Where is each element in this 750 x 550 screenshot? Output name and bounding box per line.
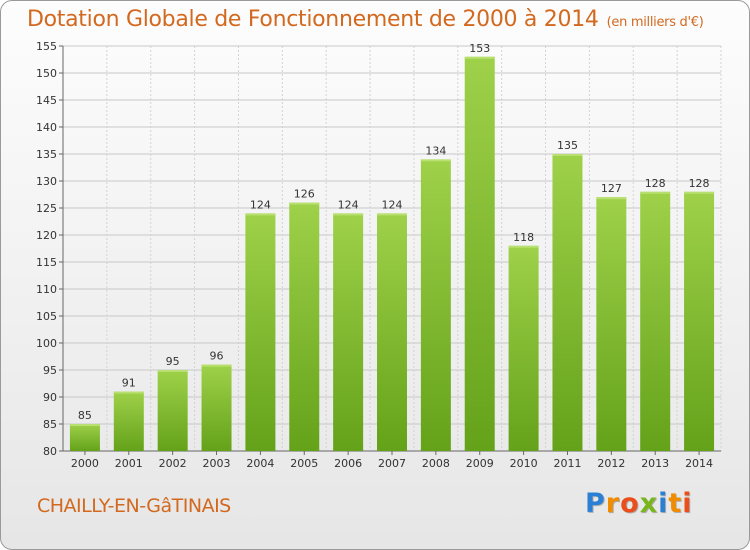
bar-top-highlight <box>69 424 100 426</box>
x-tick-label: 2007 <box>378 457 406 470</box>
x-tick-label: 2003 <box>203 457 231 470</box>
bar <box>684 191 715 452</box>
data-label: 153 <box>469 42 490 55</box>
logo-letter: i <box>682 488 693 519</box>
y-tick-label: 125 <box>36 202 57 215</box>
data-label: 85 <box>78 409 92 422</box>
bar <box>113 391 144 451</box>
bar-top-highlight <box>157 370 188 372</box>
y-tick-label: 95 <box>43 364 57 377</box>
logo-letter: o <box>620 488 640 519</box>
bar <box>245 213 276 451</box>
y-tick-label: 80 <box>43 445 57 458</box>
y-tick-label: 135 <box>36 148 57 161</box>
x-tick-label: 2009 <box>466 457 494 470</box>
x-tick-label: 2010 <box>510 457 538 470</box>
y-tick-label: 100 <box>36 337 57 350</box>
bar-top-highlight <box>508 245 539 248</box>
x-tick-label: 2001 <box>115 457 143 470</box>
logo-letter: t <box>668 488 683 519</box>
data-label: 126 <box>294 188 315 201</box>
data-label: 118 <box>513 231 534 244</box>
bar-top-highlight <box>289 202 320 205</box>
bar <box>596 197 627 451</box>
bar-top-highlight <box>333 213 364 216</box>
bar <box>552 154 583 451</box>
x-tick-label: 2006 <box>334 457 362 470</box>
x-tick-label: 2004 <box>246 457 274 470</box>
data-label: 95 <box>166 355 180 368</box>
logo-letter: r <box>605 488 621 519</box>
logo-letter: x <box>639 488 659 519</box>
x-tick-label: 2011 <box>553 457 581 470</box>
y-tick-label: 140 <box>36 121 57 134</box>
bar <box>69 424 100 451</box>
bar <box>464 56 495 452</box>
bar-top-highlight <box>377 213 407 216</box>
data-label: 128 <box>689 177 710 190</box>
bar <box>508 245 539 451</box>
bar-top-highlight <box>552 154 583 156</box>
x-tick-label: 2014 <box>685 457 713 470</box>
data-label: 124 <box>382 198 403 211</box>
bar-top-highlight <box>596 197 627 200</box>
chart-title: Dotation Globale de Fonctionnement de 20… <box>27 7 704 32</box>
town-name: CHAILLY-EN-GâTINAIS <box>37 495 231 517</box>
bar <box>201 364 232 451</box>
bar <box>333 213 364 451</box>
x-tick-label: 2005 <box>290 457 318 470</box>
y-tick-label: 105 <box>36 310 57 323</box>
data-label: 134 <box>425 144 446 157</box>
bar-top-highlight <box>113 391 144 394</box>
logo-letter: P <box>585 488 606 519</box>
y-tick-label: 120 <box>36 229 57 242</box>
bar-top-highlight <box>420 159 451 162</box>
x-tick-label: 2000 <box>71 457 99 470</box>
y-tick-label: 130 <box>36 175 57 188</box>
logo-letter: i <box>658 488 669 519</box>
data-label: 135 <box>557 139 578 152</box>
y-tick-label: 150 <box>36 67 57 80</box>
y-tick-label: 155 <box>36 40 57 53</box>
x-tick-label: 2013 <box>641 457 669 470</box>
data-label: 91 <box>122 377 136 390</box>
bar-top-highlight <box>464 56 495 59</box>
data-label: 127 <box>601 182 622 195</box>
bar-top-highlight <box>684 191 715 194</box>
data-label: 96 <box>210 350 224 363</box>
x-tick-label: 2002 <box>159 457 187 470</box>
bar <box>420 159 451 451</box>
bar <box>377 213 407 451</box>
chart-subtitle: (en milliers d'€) <box>606 15 704 30</box>
data-labels: 85 91 95 96 124 126 124 124 134 153 118 135 127 128 12… <box>78 42 710 422</box>
data-label: 128 <box>645 177 666 190</box>
bar-top-highlight <box>640 191 671 194</box>
x-tick-label: 2008 <box>422 457 450 470</box>
y-tick-label: 145 <box>36 94 57 107</box>
bar <box>640 191 671 452</box>
data-label: 124 <box>338 198 359 211</box>
x-tick-label: 2012 <box>597 457 625 470</box>
y-tick-label: 90 <box>43 391 57 404</box>
bar <box>289 202 320 451</box>
proxiti-logo: Proxiti <box>585 488 693 519</box>
y-tick-label: 115 <box>36 256 57 269</box>
y-tick-label: 85 <box>43 418 57 431</box>
bar-top-highlight <box>201 364 232 367</box>
chart-title-text: Dotation Globale de Fonctionnement de 20… <box>27 7 599 32</box>
data-label: 124 <box>250 198 271 211</box>
bar <box>157 370 188 451</box>
y-tick-label: 110 <box>36 283 57 296</box>
bars <box>69 56 715 452</box>
bar-top-highlight <box>245 213 276 216</box>
